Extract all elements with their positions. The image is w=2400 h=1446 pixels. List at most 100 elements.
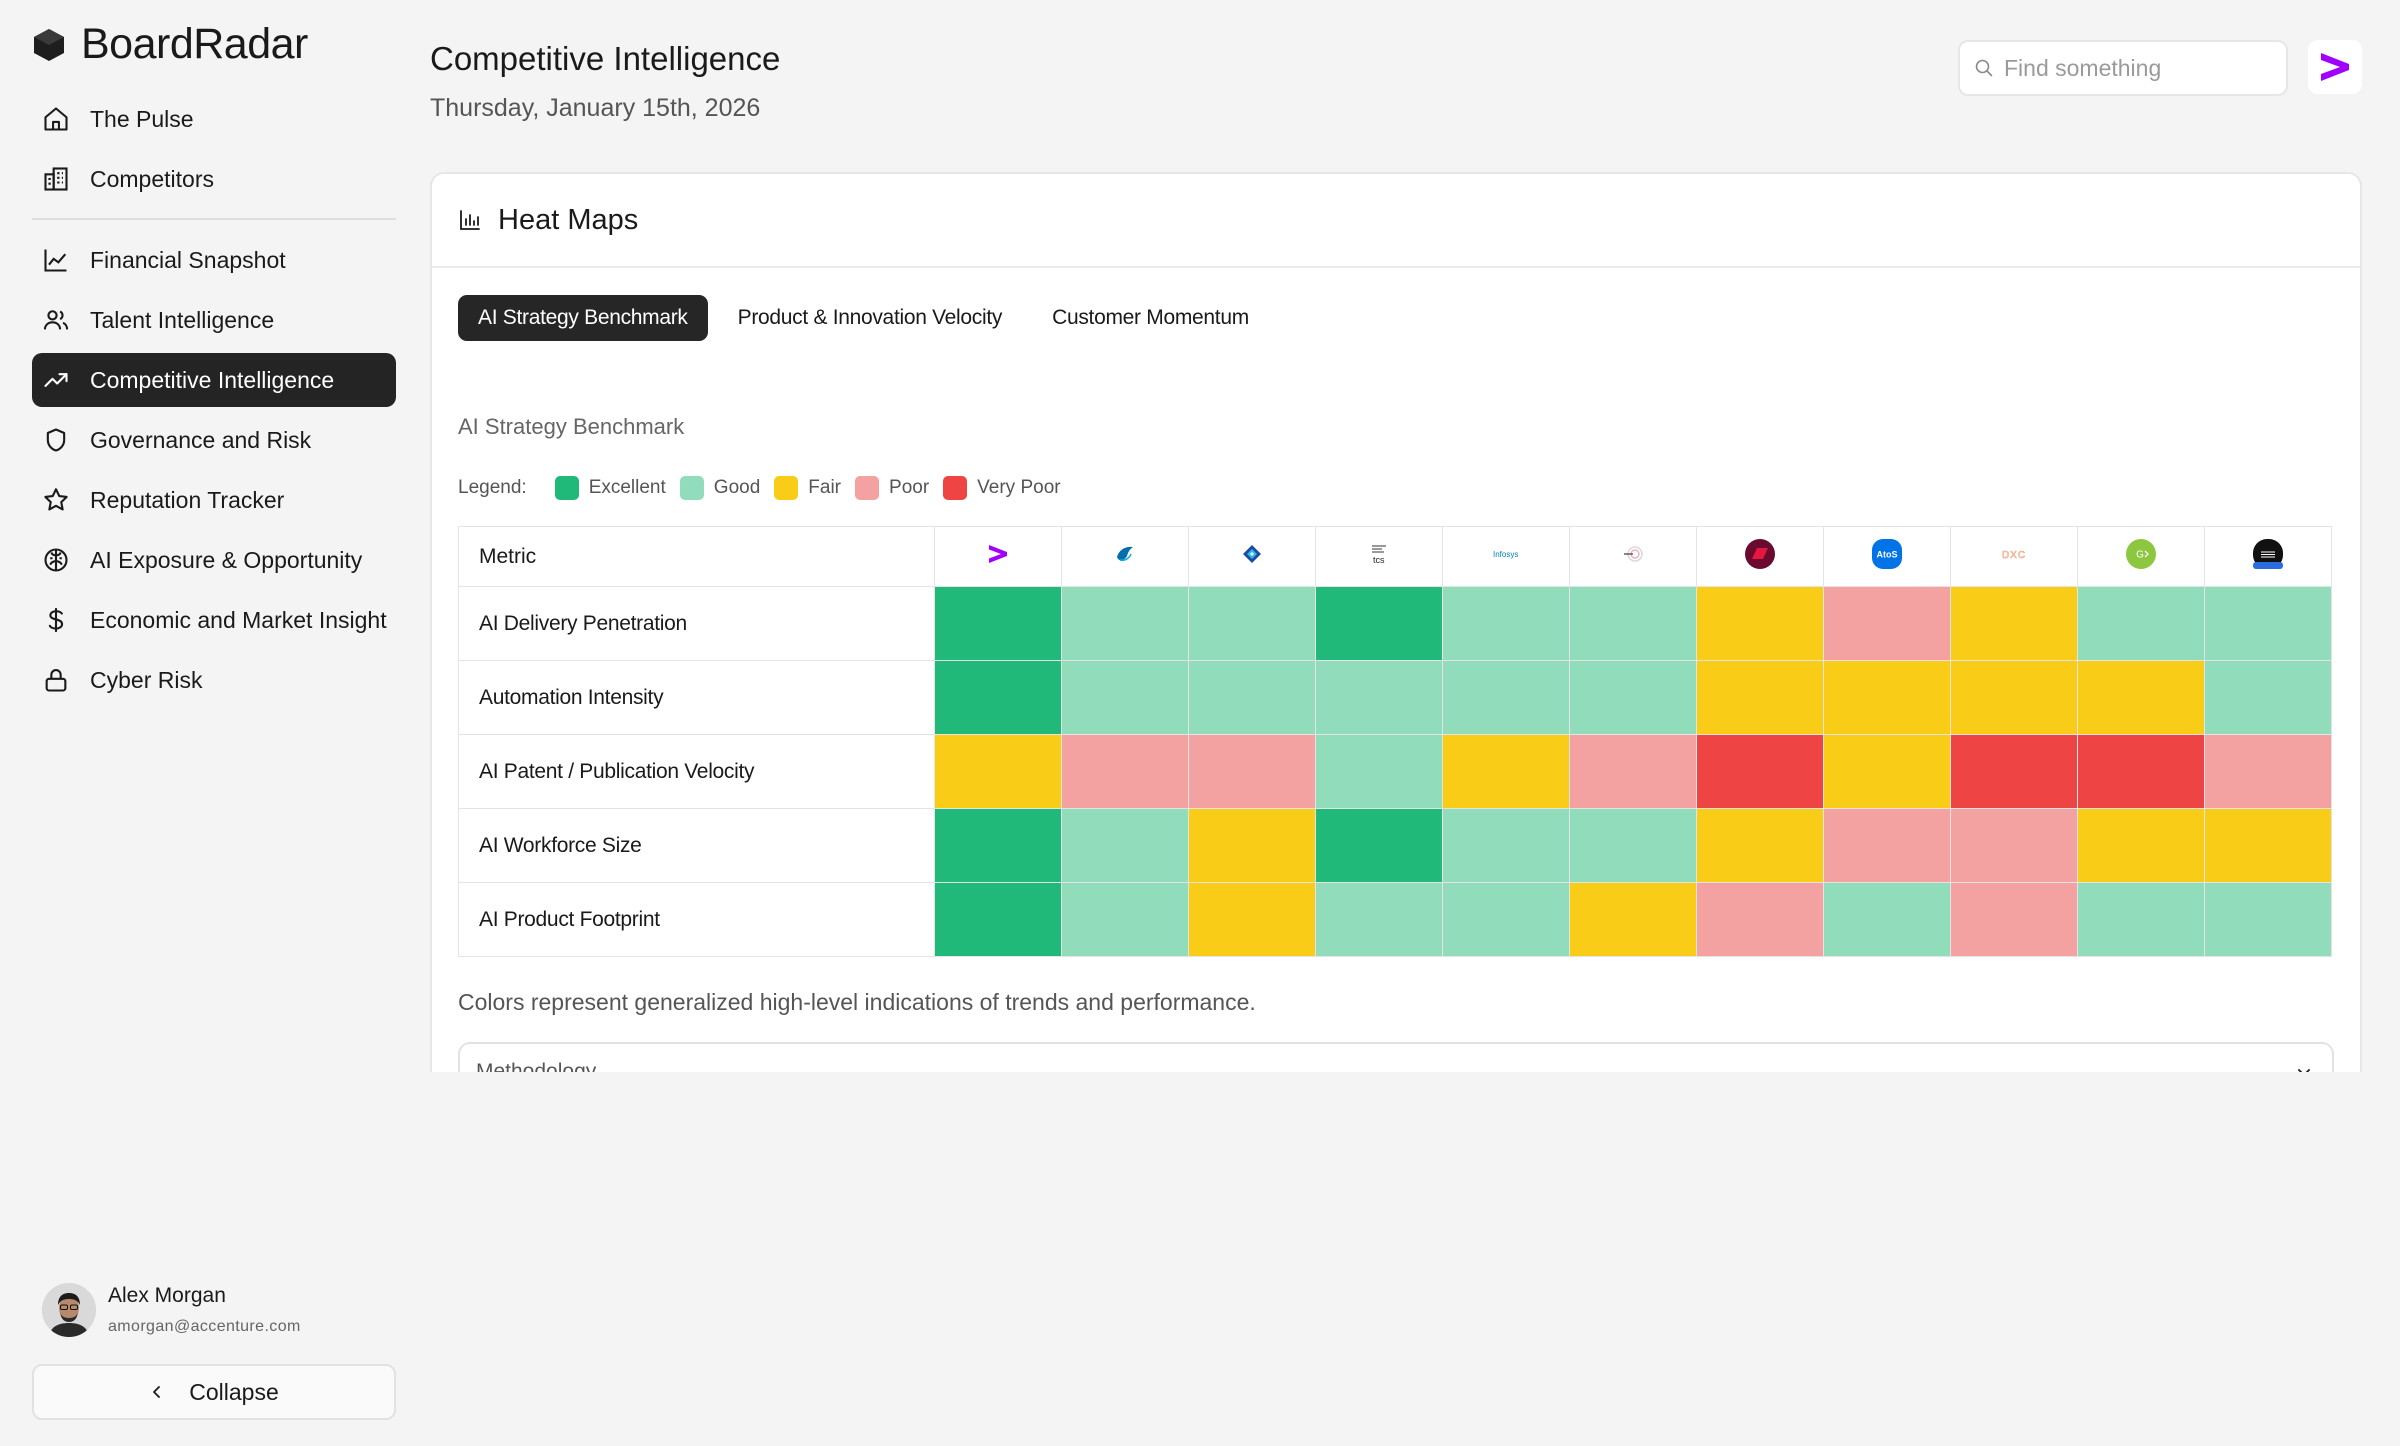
tab-product-innovation-velocity[interactable]: Product & Innovation Velocity — [737, 306, 1003, 329]
company-column-tcs[interactable]: tcs — [1315, 526, 1443, 587]
heat-cell[interactable] — [934, 808, 1062, 883]
sidebar-item-talent-intelligence[interactable]: Talent Intelligence — [32, 293, 396, 347]
company-column-accenture[interactable] — [934, 526, 1062, 587]
sidebar-item-competitive-intelligence[interactable]: Competitive Intelligence — [32, 353, 396, 407]
heat-cell[interactable] — [2077, 734, 2205, 809]
heat-cell[interactable] — [1696, 734, 1824, 809]
tcs-logo-text: tcs — [1373, 555, 1385, 565]
heat-cell[interactable] — [1188, 586, 1316, 661]
heat-cell[interactable] — [2077, 882, 2205, 957]
heat-cell[interactable] — [1442, 808, 1570, 883]
heat-cell[interactable] — [1061, 734, 1189, 809]
user-name: Alex Morgan — [108, 1284, 226, 1307]
heat-cell[interactable] — [1696, 586, 1824, 661]
company-column-cognizant[interactable] — [1188, 526, 1316, 587]
legend-item-fair: Fair — [774, 476, 841, 500]
heat-cell[interactable] — [2204, 586, 2332, 661]
sidebar-item-cyber-risk[interactable]: Cyber Risk — [32, 653, 396, 707]
heat-cell[interactable] — [1569, 660, 1697, 735]
company-column-infosys[interactable]: Infosys — [1442, 526, 1570, 587]
sidebar-item-financial-snapshot[interactable]: Financial Snapshot — [32, 233, 396, 287]
sidebar-item-label: Economic and Market Insight — [90, 606, 387, 633]
heat-cell[interactable] — [1950, 734, 2078, 809]
heat-cell[interactable] — [1315, 734, 1443, 809]
heat-cell[interactable] — [1696, 808, 1824, 883]
heat-cell[interactable] — [1823, 808, 1951, 883]
heat-cell[interactable] — [1569, 734, 1697, 809]
legend-swatch — [943, 476, 968, 500]
heat-cell[interactable] — [1315, 882, 1443, 957]
heat-cell[interactable] — [1061, 586, 1189, 661]
sidebar-item-governance-and-risk[interactable]: Governance and Risk — [32, 413, 396, 467]
methodology-accordion[interactable]: Methodology — [458, 1042, 2334, 1072]
tab-customer-momentum[interactable]: Customer Momentum — [1052, 306, 1249, 329]
heat-cell[interactable] — [1315, 808, 1443, 883]
company-column-capgemini[interactable] — [1061, 526, 1189, 587]
company-column-hcl[interactable] — [1696, 526, 1824, 587]
genpact-logo-icon: G — [2126, 538, 2156, 569]
heat-cell[interactable] — [1950, 882, 2078, 957]
heat-cell[interactable] — [1823, 734, 1951, 809]
sidebar-item-reputation-tracker[interactable]: Reputation Tracker — [32, 473, 396, 527]
heat-cell[interactable] — [1823, 882, 1951, 957]
company-column-genpact[interactable]: G — [2077, 526, 2205, 587]
heat-cell[interactable] — [1061, 882, 1189, 957]
company-column-wipro[interactable] — [1569, 526, 1697, 587]
heat-cell[interactable] — [934, 660, 1062, 735]
heat-cell[interactable] — [1442, 660, 1570, 735]
tab-ai-strategy-benchmark[interactable]: AI Strategy Benchmark — [458, 295, 708, 341]
heat-cell[interactable] — [1315, 586, 1443, 661]
metric-label: AI Product Footprint — [458, 882, 935, 957]
heat-cell[interactable] — [1188, 734, 1316, 809]
heat-cell[interactable] — [2204, 882, 2332, 957]
heat-cell[interactable] — [2204, 808, 2332, 883]
heat-cell[interactable] — [1442, 586, 1570, 661]
sidebar-item-ai-exposure[interactable]: AI Exposure & Opportunity — [32, 533, 396, 587]
accenture-logo-icon — [989, 544, 1007, 563]
heat-cell[interactable] — [2204, 734, 2332, 809]
search-box[interactable] — [1958, 40, 2288, 96]
heat-cell[interactable] — [2077, 660, 2205, 735]
heat-cell[interactable] — [1950, 808, 2078, 883]
heat-cell[interactable] — [1950, 586, 2078, 661]
company-column-ibm[interactable] — [2204, 526, 2332, 587]
heat-cell[interactable] — [2204, 660, 2332, 735]
user-profile[interactable]: Alex Morgan amorgan@accenture.com — [42, 1283, 301, 1337]
brand[interactable]: BoardRadar — [33, 20, 308, 69]
heat-cell[interactable] — [1823, 660, 1951, 735]
heat-cell[interactable] — [934, 586, 1062, 661]
heat-cell[interactable] — [1569, 808, 1697, 883]
heat-cell[interactable] — [1696, 660, 1824, 735]
collapse-button[interactable]: Collapse — [32, 1364, 396, 1420]
app-name: BoardRadar — [81, 20, 308, 68]
search-input[interactable] — [2004, 54, 2264, 82]
heat-cell[interactable] — [934, 882, 1062, 957]
heat-cell[interactable] — [2077, 586, 2205, 661]
heat-cell[interactable] — [934, 734, 1062, 809]
heat-cell[interactable] — [1950, 660, 2078, 735]
sidebar-item-label: Competitive Intelligence — [90, 366, 335, 393]
heat-cell[interactable] — [1061, 808, 1189, 883]
heat-cell[interactable] — [1061, 660, 1189, 735]
legend-swatch — [855, 476, 880, 500]
capgemini-logo-icon — [1117, 546, 1133, 561]
heat-cell[interactable] — [1188, 882, 1316, 957]
atos-logo-icon: AtoS — [1872, 538, 1902, 569]
company-column-atos[interactable]: AtoS — [1823, 526, 1951, 587]
heat-cell[interactable] — [1823, 586, 1951, 661]
sidebar-item-the-pulse[interactable]: The Pulse — [32, 92, 396, 146]
heat-cell[interactable] — [1569, 882, 1697, 957]
building-icon — [44, 167, 68, 191]
company-column-dxc[interactable]: DXC — [1950, 526, 2078, 587]
heat-cell[interactable] — [2077, 808, 2205, 883]
heat-cell[interactable] — [1188, 808, 1316, 883]
heat-cell[interactable] — [1188, 660, 1316, 735]
heat-cell[interactable] — [1696, 882, 1824, 957]
heat-cell[interactable] — [1442, 734, 1570, 809]
heat-cell[interactable] — [1569, 586, 1697, 661]
sidebar-item-economic-market-insight[interactable]: Economic and Market Insight — [32, 593, 396, 647]
sidebar-item-competitors[interactable]: Competitors — [32, 152, 396, 206]
heat-cell[interactable] — [1315, 660, 1443, 735]
heat-cell[interactable] — [1442, 882, 1570, 957]
accenture-logo-icon[interactable] — [2308, 40, 2362, 94]
